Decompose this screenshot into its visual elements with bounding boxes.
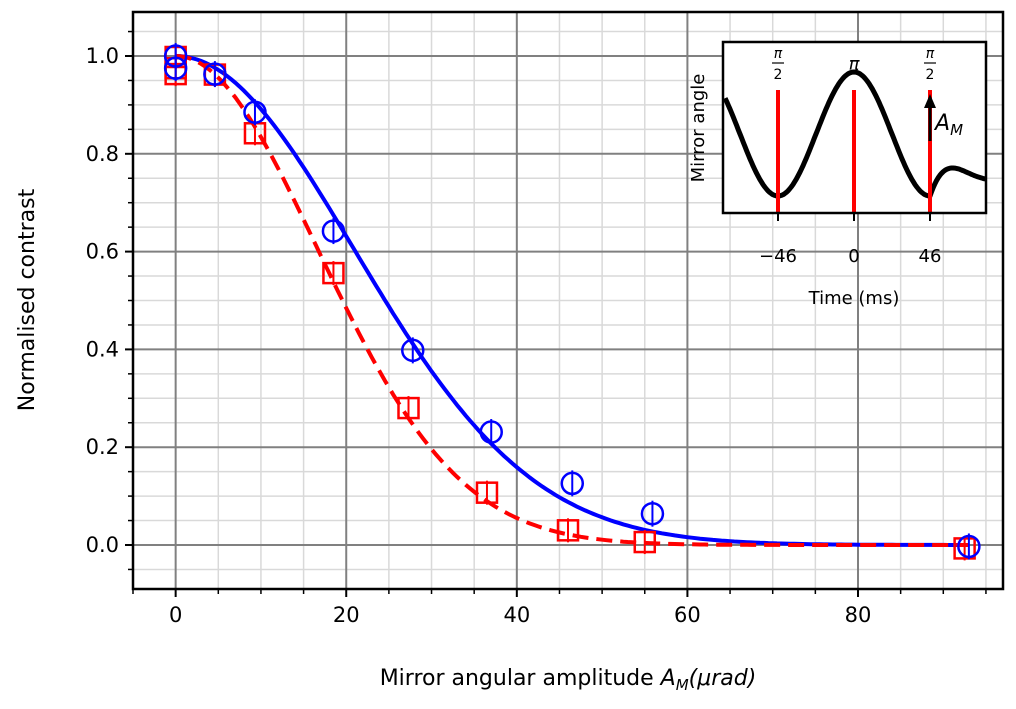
- inset-x-axis-title: Time (ms): [808, 288, 900, 309]
- y-tick-label: 0.2: [86, 435, 119, 459]
- inset-amplitude-label: AM: [933, 111, 963, 139]
- axis-ticks: 0 20 40 60 800.00.20.40.60.81.0: [86, 30, 987, 627]
- y-tick-label: 0.4: [86, 337, 119, 361]
- inset-phase-label: π: [849, 54, 861, 75]
- inset-mirror-trace: [722, 69, 987, 199]
- y-tick-label: 0.6: [86, 240, 119, 264]
- y-tick-label: 1.0: [86, 44, 119, 68]
- y-axis-title: Normalised contrast: [15, 188, 40, 411]
- data-points: [163, 43, 981, 561]
- inset-x-tick-label: 46: [919, 246, 942, 267]
- y-tick-label: 0.8: [86, 142, 119, 166]
- inset-frame: [721, 40, 988, 215]
- x-tick-label: 20: [333, 603, 360, 627]
- inset-y-axis-title: Mirror angle: [688, 74, 709, 183]
- x-tick-label: 0: [169, 603, 182, 627]
- inset-panel: π 2 π π 2 −46 0 46 Mirror angle Time (ms) AM: [688, 40, 988, 309]
- inset-content: π 2 π π 2 −46 0 46: [722, 46, 987, 267]
- x-tick-label: 40: [503, 603, 530, 627]
- x-axis-title: Mirror angular amplitude AM(μrad): [380, 666, 757, 694]
- x-tick-label: 80: [845, 603, 872, 627]
- inset-x-tick-label: −46: [759, 246, 797, 267]
- fit-curves: [175, 54, 969, 547]
- y-tick-label: 0.0: [86, 533, 119, 557]
- red-fit-curve: [175, 54, 969, 547]
- inset-amplitude-arrow-head: [924, 94, 936, 108]
- inset-phase-label-numerator: π: [774, 46, 783, 62]
- x-tick-label: 60: [674, 603, 701, 627]
- inset-phase-label-denominator: 2: [926, 67, 935, 83]
- inset-x-tick-label: 0: [848, 246, 859, 267]
- inset-phase-label-numerator: π: [926, 46, 935, 62]
- inset-phase-label-denominator: 2: [774, 67, 783, 83]
